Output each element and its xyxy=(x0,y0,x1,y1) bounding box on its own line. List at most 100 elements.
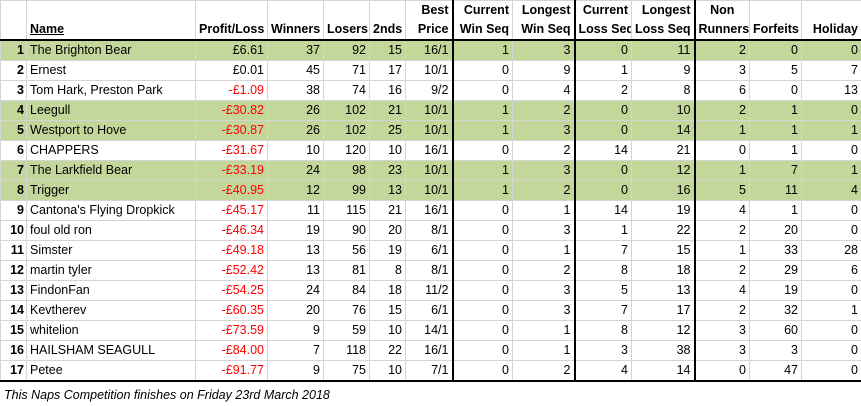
header-longest-loss-1[interactable]: Longest xyxy=(631,0,696,20)
losers-cell[interactable]: 98 xyxy=(323,160,370,181)
current-win-seq-cell[interactable]: 0 xyxy=(451,260,513,281)
holiday-cell[interactable]: 0 xyxy=(801,340,861,361)
longest-loss-seq-cell[interactable]: 11 xyxy=(631,39,696,61)
current-win-seq-cell[interactable]: 1 xyxy=(451,100,513,121)
non-runners-cell[interactable]: 0 xyxy=(694,360,750,382)
profit-loss-cell[interactable]: £0.01 xyxy=(195,60,268,81)
header-forfeits[interactable]: Forfeits xyxy=(749,20,802,41)
profit-loss-cell[interactable]: -£73.59 xyxy=(195,320,268,341)
longest-loss-seq-cell[interactable]: 9 xyxy=(631,60,696,81)
forfeits-cell[interactable]: 7 xyxy=(749,160,802,181)
best-price-cell[interactable]: 16/1 xyxy=(405,340,453,361)
seconds-cell[interactable]: 8 xyxy=(369,260,406,281)
seconds-cell[interactable]: 19 xyxy=(369,240,406,261)
profit-loss-cell[interactable]: -£49.18 xyxy=(195,240,268,261)
rank-cell[interactable]: 7 xyxy=(0,160,27,181)
header-non-runners-2[interactable]: Runners xyxy=(694,20,750,41)
losers-cell[interactable]: 120 xyxy=(323,140,370,161)
winners-cell[interactable]: 38 xyxy=(267,80,324,101)
longest-win-seq-cell[interactable]: 2 xyxy=(512,360,576,382)
forfeits-cell[interactable]: 11 xyxy=(749,180,802,201)
current-win-seq-cell[interactable]: 0 xyxy=(451,200,513,221)
current-win-seq-cell[interactable]: 0 xyxy=(451,60,513,81)
longest-win-seq-cell[interactable]: 2 xyxy=(512,180,576,201)
current-win-seq-cell[interactable]: 0 xyxy=(451,140,513,161)
current-loss-seq-cell[interactable]: 2 xyxy=(574,80,632,101)
current-loss-seq-cell[interactable]: 5 xyxy=(574,280,632,301)
header-seconds[interactable]: 2nds xyxy=(369,20,406,41)
seconds-cell[interactable]: 10 xyxy=(369,140,406,161)
winners-cell[interactable]: 26 xyxy=(267,100,324,121)
best-price-cell[interactable]: 14/1 xyxy=(405,320,453,341)
seconds-cell[interactable]: 21 xyxy=(369,100,406,121)
rank-cell[interactable]: 14 xyxy=(0,300,27,321)
best-price-cell[interactable]: 8/1 xyxy=(405,260,453,281)
non-runners-cell[interactable]: 2 xyxy=(694,300,750,321)
losers-cell[interactable]: 75 xyxy=(323,360,370,382)
winners-cell[interactable]: 9 xyxy=(267,360,324,382)
forfeits-cell[interactable]: 1 xyxy=(749,120,802,141)
seconds-cell[interactable]: 25 xyxy=(369,120,406,141)
best-price-cell[interactable]: 16/1 xyxy=(405,140,453,161)
holiday-cell[interactable]: 0 xyxy=(801,280,861,301)
longest-win-seq-cell[interactable]: 9 xyxy=(512,60,576,81)
current-loss-seq-cell[interactable]: 0 xyxy=(574,180,632,201)
current-win-seq-cell[interactable]: 1 xyxy=(451,120,513,141)
longest-win-seq-cell[interactable]: 1 xyxy=(512,240,576,261)
rank-cell[interactable]: 11 xyxy=(0,240,27,261)
header-current-win-1[interactable]: Current xyxy=(451,0,513,20)
longest-loss-seq-cell[interactable]: 13 xyxy=(631,280,696,301)
rank-cell[interactable]: 2 xyxy=(0,60,27,81)
rank-cell[interactable]: 6 xyxy=(0,140,27,161)
longest-win-seq-cell[interactable]: 3 xyxy=(512,220,576,241)
name-cell[interactable]: Leegull xyxy=(26,100,196,121)
current-loss-seq-cell[interactable]: 0 xyxy=(574,160,632,181)
current-win-seq-cell[interactable]: 0 xyxy=(451,340,513,361)
winners-cell[interactable]: 9 xyxy=(267,320,324,341)
profit-loss-cell[interactable]: -£46.34 xyxy=(195,220,268,241)
name-cell[interactable]: The Brighton Bear xyxy=(26,39,196,61)
best-price-cell[interactable]: 7/1 xyxy=(405,360,453,382)
losers-cell[interactable]: 102 xyxy=(323,120,370,141)
name-cell[interactable]: Petee xyxy=(26,360,196,382)
rank-cell[interactable]: 10 xyxy=(0,220,27,241)
seconds-cell[interactable]: 15 xyxy=(369,300,406,321)
forfeits-cell[interactable]: 20 xyxy=(749,220,802,241)
non-runners-cell[interactable]: 3 xyxy=(694,340,750,361)
current-loss-seq-cell[interactable]: 14 xyxy=(574,140,632,161)
header-name[interactable]: Name xyxy=(26,20,196,41)
forfeits-cell[interactable]: 60 xyxy=(749,320,802,341)
non-runners-cell[interactable]: 1 xyxy=(694,120,750,141)
winners-cell[interactable]: 13 xyxy=(267,240,324,261)
current-win-seq-cell[interactable]: 0 xyxy=(451,220,513,241)
forfeits-cell[interactable]: 33 xyxy=(749,240,802,261)
winners-cell[interactable]: 26 xyxy=(267,120,324,141)
current-loss-seq-cell[interactable]: 0 xyxy=(574,39,632,61)
profit-loss-cell[interactable]: -£52.42 xyxy=(195,260,268,281)
seconds-cell[interactable]: 18 xyxy=(369,280,406,301)
seconds-cell[interactable]: 16 xyxy=(369,80,406,101)
current-loss-seq-cell[interactable]: 3 xyxy=(574,340,632,361)
longest-loss-seq-cell[interactable]: 15 xyxy=(631,240,696,261)
forfeits-cell[interactable]: 29 xyxy=(749,260,802,281)
holiday-cell[interactable]: 6 xyxy=(801,260,861,281)
holiday-cell[interactable]: 0 xyxy=(801,140,861,161)
losers-cell[interactable]: 56 xyxy=(323,240,370,261)
best-price-cell[interactable]: 6/1 xyxy=(405,300,453,321)
longest-loss-seq-cell[interactable]: 18 xyxy=(631,260,696,281)
holiday-cell[interactable]: 0 xyxy=(801,360,861,382)
holiday-cell[interactable]: 0 xyxy=(801,100,861,121)
longest-win-seq-cell[interactable]: 3 xyxy=(512,39,576,61)
longest-win-seq-cell[interactable]: 2 xyxy=(512,260,576,281)
header-longest-loss-2[interactable]: Loss Seq xyxy=(631,20,696,41)
winners-cell[interactable]: 11 xyxy=(267,200,324,221)
longest-win-seq-cell[interactable]: 2 xyxy=(512,140,576,161)
non-runners-cell[interactable]: 2 xyxy=(694,220,750,241)
winners-cell[interactable]: 10 xyxy=(267,140,324,161)
current-win-seq-cell[interactable]: 1 xyxy=(451,160,513,181)
winners-cell[interactable]: 37 xyxy=(267,39,324,61)
holiday-cell[interactable]: 28 xyxy=(801,240,861,261)
losers-cell[interactable]: 59 xyxy=(323,320,370,341)
current-loss-seq-cell[interactable]: 0 xyxy=(574,120,632,141)
longest-win-seq-cell[interactable]: 3 xyxy=(512,120,576,141)
